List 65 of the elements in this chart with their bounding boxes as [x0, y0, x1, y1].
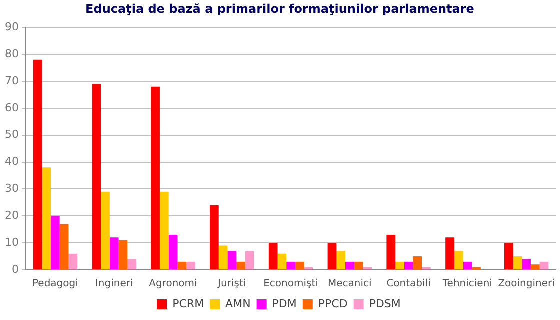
- y-tick-label: 30: [4, 182, 19, 196]
- y-tick-label: 60: [4, 101, 19, 114]
- y-tick-label: 40: [4, 155, 19, 168]
- bar: [218, 246, 228, 270]
- bar: [33, 60, 42, 270]
- bar: [60, 224, 69, 270]
- legend-label: PCRM: [172, 297, 204, 310]
- y-tick-label: 90: [4, 20, 19, 34]
- bar: [42, 168, 52, 270]
- y-tick-label: 80: [4, 47, 19, 60]
- y-tick-label: 70: [4, 74, 19, 88]
- bar: [504, 243, 514, 270]
- bar: [286, 262, 296, 270]
- x-tick-label: Jurişti: [217, 278, 246, 290]
- bar: [110, 238, 119, 270]
- x-tick-label: Mecanici: [328, 278, 372, 290]
- bar: [386, 234, 396, 270]
- bar: [118, 240, 128, 270]
- bar: [328, 243, 337, 270]
- bar: [413, 256, 422, 270]
- bar: [128, 259, 136, 270]
- bar: [268, 243, 278, 270]
- bar: [540, 262, 549, 270]
- bar: [463, 262, 472, 270]
- bar: [522, 259, 531, 270]
- bar: [278, 254, 287, 270]
- bar: [228, 251, 237, 270]
- bar: [530, 264, 540, 270]
- chart-title: Educaţia de bază a primarilor formaţiunilor parlamentare: [84, 2, 476, 16]
- bar: [178, 262, 186, 270]
- legend-label: PDM: [272, 297, 297, 310]
- y-tick-label: 20: [4, 208, 19, 222]
- y-tick-label: 10: [4, 236, 19, 249]
- y-tick-label: 0: [12, 262, 19, 276]
- bar: [168, 234, 178, 270]
- bar: [446, 238, 454, 270]
- x-tick-label: Ingineri: [95, 278, 134, 290]
- bar: [210, 205, 219, 270]
- bar: [151, 86, 160, 270]
- bar: [345, 262, 354, 270]
- x-tick-label: Economişti: [264, 278, 318, 290]
- bar: [354, 262, 364, 270]
- bar: [336, 251, 346, 270]
- y-tick-label: 50: [4, 128, 19, 142]
- bar: [101, 192, 110, 270]
- bar: [513, 256, 522, 270]
- bar: [236, 262, 246, 270]
- x-tick-label: Tehnicieni: [442, 278, 492, 290]
- bar: [68, 254, 78, 270]
- bar: [245, 251, 254, 270]
- x-tick-label: Contabili: [386, 278, 431, 290]
- x-tick-label: Agronomi: [149, 278, 198, 290]
- bar: [92, 84, 102, 270]
- legend-label: PDSM: [369, 297, 401, 310]
- x-tick-label: Zooingineri: [498, 278, 555, 290]
- legend-label: PPCD: [318, 297, 348, 310]
- bar: [186, 262, 196, 270]
- x-tick-label: Pedagogi: [32, 278, 78, 290]
- bar: [404, 262, 414, 270]
- bar: [454, 251, 464, 270]
- bar: [160, 192, 169, 270]
- legend-label: AMN: [226, 297, 251, 310]
- bar: [396, 262, 404, 270]
- bar: [51, 216, 60, 270]
- bar: [295, 262, 304, 270]
